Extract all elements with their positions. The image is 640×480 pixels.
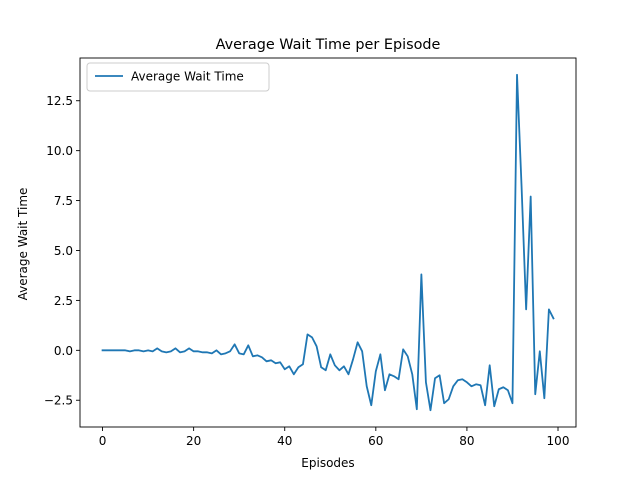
axes: 0 20 40 60 80 100 −2.5 0.0 2.5 5.0 7.5 10.0 12.5	[44, 57, 577, 448]
y-tick-label: 5.0	[54, 244, 73, 258]
legend-entry-average-wait-time: Average Wait Time	[131, 70, 244, 84]
x-tick-label: 60	[368, 434, 383, 448]
legend: Average Wait Time	[86, 62, 270, 92]
x-tick-label: 80	[459, 434, 474, 448]
y-axis-label: Average Wait Time	[16, 188, 30, 301]
x-tick-label: 0	[99, 434, 107, 448]
y-tick-label: 0.0	[54, 344, 73, 358]
chart-title: Average Wait Time per Episode	[216, 37, 441, 53]
x-tick-label: 40	[277, 434, 292, 448]
y-tick-label: −2.5	[44, 394, 73, 408]
axes-frame	[79, 57, 577, 428]
y-tick-label: 10.0	[46, 144, 73, 158]
x-tick-label: 20	[186, 434, 201, 448]
y-tick-label: 7.5	[54, 194, 73, 208]
plot-area	[101, 73, 555, 412]
series-line-0	[101, 73, 555, 412]
x-axis-label: Episodes	[301, 456, 354, 470]
x-tick-label: 100	[547, 434, 570, 448]
y-tick-label: 12.5	[46, 94, 73, 108]
legend-box	[86, 62, 270, 92]
y-tick-label: 2.5	[54, 294, 73, 308]
